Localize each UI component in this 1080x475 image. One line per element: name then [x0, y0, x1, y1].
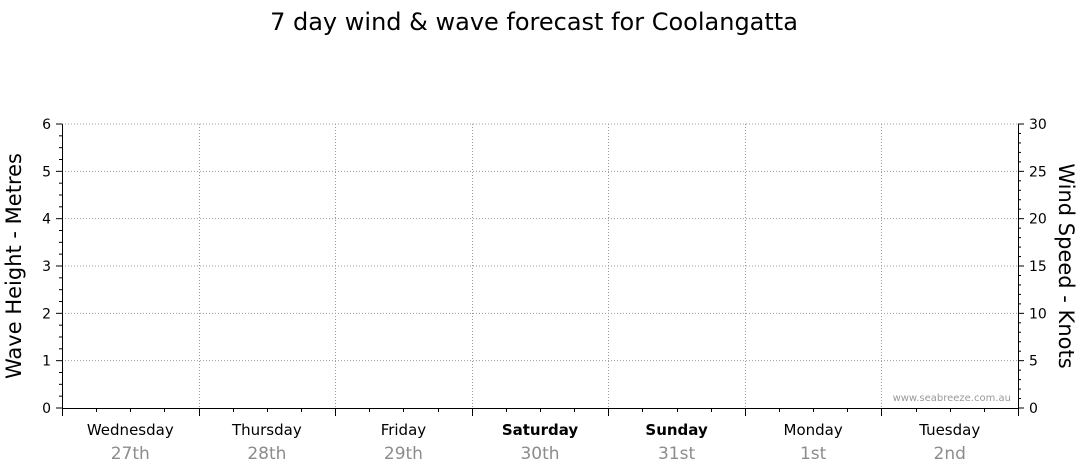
day-date-label: 29th	[384, 444, 423, 464]
left-axis-title: Wave Height - Metres	[2, 153, 26, 379]
right-tick-label: 20	[1029, 212, 1047, 228]
right-tick-label: 0	[1029, 401, 1038, 417]
right-tick-label: 5	[1029, 354, 1038, 370]
day-name-label: Monday	[784, 421, 843, 439]
day-date-label: 31st	[658, 444, 695, 464]
day-date-label: 27th	[111, 444, 150, 464]
day-labels: Wednesday 27th Thursday 28th Friday 29th Satur…	[87, 421, 980, 464]
left-tick-label: 2	[42, 306, 51, 322]
chart-title: 7 day wind & wave forecast for Coolangat…	[270, 8, 798, 36]
day-name-label: Friday	[381, 421, 427, 439]
right-tick-label: 15	[1029, 259, 1047, 275]
day-date-label: 30th	[520, 444, 559, 464]
day-name-label: Wednesday	[87, 421, 174, 439]
grid-lines	[62, 123, 1018, 408]
day-name-label: Saturday	[502, 421, 579, 439]
left-tick-label: 3	[42, 259, 51, 275]
day-date-label: 28th	[247, 444, 286, 464]
right-tick-label: 30	[1029, 117, 1047, 133]
day-date-label: 2nd	[934, 444, 966, 464]
day-date-label: 1st	[800, 444, 827, 464]
right-tick-label: 25	[1029, 164, 1047, 180]
left-tick-label: 5	[42, 164, 51, 180]
right-axis-title: Wind Speed - Knots	[1054, 163, 1078, 368]
day-name-label: Thursday	[231, 421, 302, 439]
left-tick-label: 1	[42, 354, 51, 370]
left-tick-label: 4	[42, 212, 51, 228]
day-name-label: Tuesday	[918, 421, 980, 439]
right-tick-label: 10	[1029, 306, 1047, 322]
axes: 0 1 2 3 4 5 6 0 5 10 15 20 25 30	[42, 117, 1047, 417]
day-name-label: Sunday	[645, 421, 708, 439]
left-tick-label: 0	[42, 401, 51, 417]
watermark-text: www.seabreeze.com.au	[893, 393, 1011, 404]
left-tick-label: 6	[42, 117, 51, 133]
